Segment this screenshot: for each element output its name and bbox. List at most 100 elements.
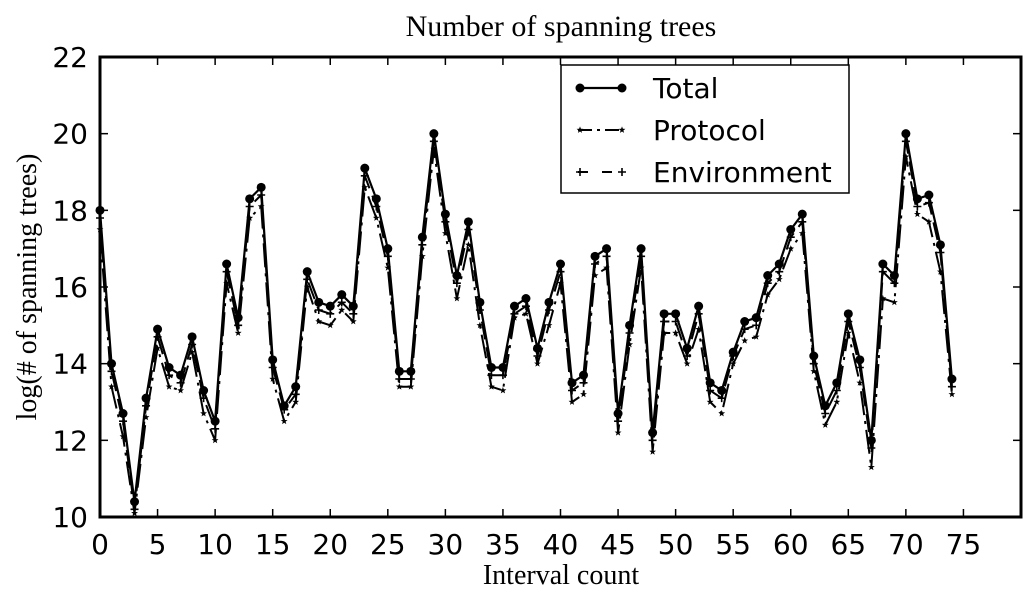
- data-point-protocol: [407, 383, 415, 390]
- x-tick-label: 55: [715, 528, 751, 561]
- data-point-protocol: [395, 383, 403, 390]
- data-point-protocol: [361, 183, 369, 191]
- data-point-total: [843, 309, 853, 319]
- data-point-protocol: [741, 337, 749, 344]
- data-point-protocol: [534, 360, 541, 367]
- y-tick-label: 12: [52, 424, 88, 457]
- data-point-protocol: [269, 375, 277, 382]
- data-point-total: [947, 374, 957, 384]
- x-tick-label: 40: [543, 528, 579, 561]
- data-point-protocol: [856, 379, 864, 386]
- data-point-protocol: [326, 321, 334, 329]
- data-point-protocol: [787, 245, 795, 252]
- x-tick-label: 50: [658, 528, 694, 561]
- legend-marker-total: [575, 83, 585, 93]
- x-tick-label: 30: [428, 528, 464, 561]
- data-point-total: [417, 232, 427, 242]
- data-point-protocol: [315, 317, 323, 325]
- x-tick-label: 65: [830, 528, 866, 561]
- data-point-protocol: [937, 268, 944, 275]
- data-point-total: [429, 129, 439, 139]
- data-point-protocol: [948, 390, 956, 398]
- data-point-total: [210, 416, 220, 426]
- series-layer: [95, 129, 957, 517]
- data-point-protocol: [384, 264, 392, 271]
- data-point-protocol: [821, 421, 829, 428]
- data-point-total: [751, 313, 761, 323]
- data-point-protocol: [177, 386, 184, 394]
- data-point-total: [498, 363, 508, 372]
- data-point-protocol: [442, 229, 449, 237]
- data-point-total: [199, 386, 209, 395]
- x-tick-label: 75: [946, 528, 982, 561]
- data-point-protocol: [108, 383, 115, 390]
- legend: Total Protocol Environment: [560, 64, 850, 194]
- data-point-total: [452, 271, 462, 280]
- data-point-total: [866, 435, 876, 445]
- x-tick-label: 0: [91, 528, 109, 561]
- data-point-total: [279, 401, 289, 411]
- data-point-total: [717, 386, 727, 395]
- y-tick-label: 18: [52, 194, 88, 227]
- data-point-total: [809, 351, 819, 361]
- x-tick-label: 45: [600, 528, 636, 561]
- x-tick-label: 25: [370, 528, 406, 561]
- data-point-protocol: [718, 409, 726, 417]
- legend-marker-environment: [576, 168, 584, 176]
- data-point-total: [659, 309, 669, 319]
- series-line-protocol: [99, 148, 953, 515]
- data-point-total: [509, 301, 519, 311]
- data-point-total: [521, 294, 531, 303]
- data-point-total: [302, 267, 312, 277]
- data-point-environment: [890, 279, 899, 288]
- data-point-protocol: [798, 229, 806, 237]
- data-point-total: [671, 309, 681, 319]
- data-point-protocol: [706, 398, 714, 405]
- data-point-total: [130, 497, 140, 507]
- legend-label-total: Total: [652, 72, 718, 105]
- data-point-protocol: [165, 383, 173, 390]
- data-point-protocol: [338, 306, 346, 313]
- data-point-total: [912, 194, 922, 204]
- data-point-total: [613, 409, 623, 418]
- data-point-protocol: [683, 360, 691, 367]
- data-point-protocol: [914, 210, 921, 218]
- data-point-protocol: [349, 317, 357, 325]
- data-point-total: [360, 163, 370, 173]
- data-point-protocol: [499, 386, 507, 394]
- data-point-total: [763, 271, 773, 280]
- x-tick-label: 10: [197, 528, 233, 561]
- data-point-total: [337, 290, 347, 300]
- x-axis-label: Interval count: [483, 560, 639, 591]
- data-point-protocol: [465, 241, 472, 248]
- data-point-total: [636, 244, 646, 254]
- data-point-environment: [314, 306, 323, 314]
- plot-area-frame: [98, 55, 1023, 519]
- data-point-total: [740, 317, 750, 326]
- data-point-protocol: [200, 409, 207, 417]
- data-point-total: [544, 297, 554, 307]
- data-point-protocol: [752, 333, 760, 340]
- data-point-total: [176, 370, 186, 380]
- data-point-protocol: [591, 271, 599, 279]
- data-point-protocol: [637, 264, 645, 271]
- data-point-total: [463, 217, 473, 227]
- x-tick-label: 15: [255, 528, 291, 561]
- data-point-protocol: [568, 398, 576, 405]
- data-point-total: [901, 129, 911, 139]
- data-point-protocol: [154, 344, 161, 352]
- data-point-protocol: [775, 275, 783, 283]
- x-tick-label: 5: [149, 528, 167, 561]
- data-point-total: [590, 251, 600, 261]
- data-point-protocol: [844, 329, 852, 336]
- data-point-protocol: [580, 390, 587, 398]
- y-tick-label: 22: [52, 41, 88, 74]
- x-tick-label: 70: [888, 528, 924, 561]
- data-point-protocol: [453, 294, 461, 302]
- legend-label-environment: Environment: [653, 156, 832, 189]
- data-point-total: [486, 363, 496, 372]
- data-point-protocol: [223, 279, 231, 287]
- data-point-protocol: [603, 264, 610, 271]
- data-point-total: [475, 297, 485, 307]
